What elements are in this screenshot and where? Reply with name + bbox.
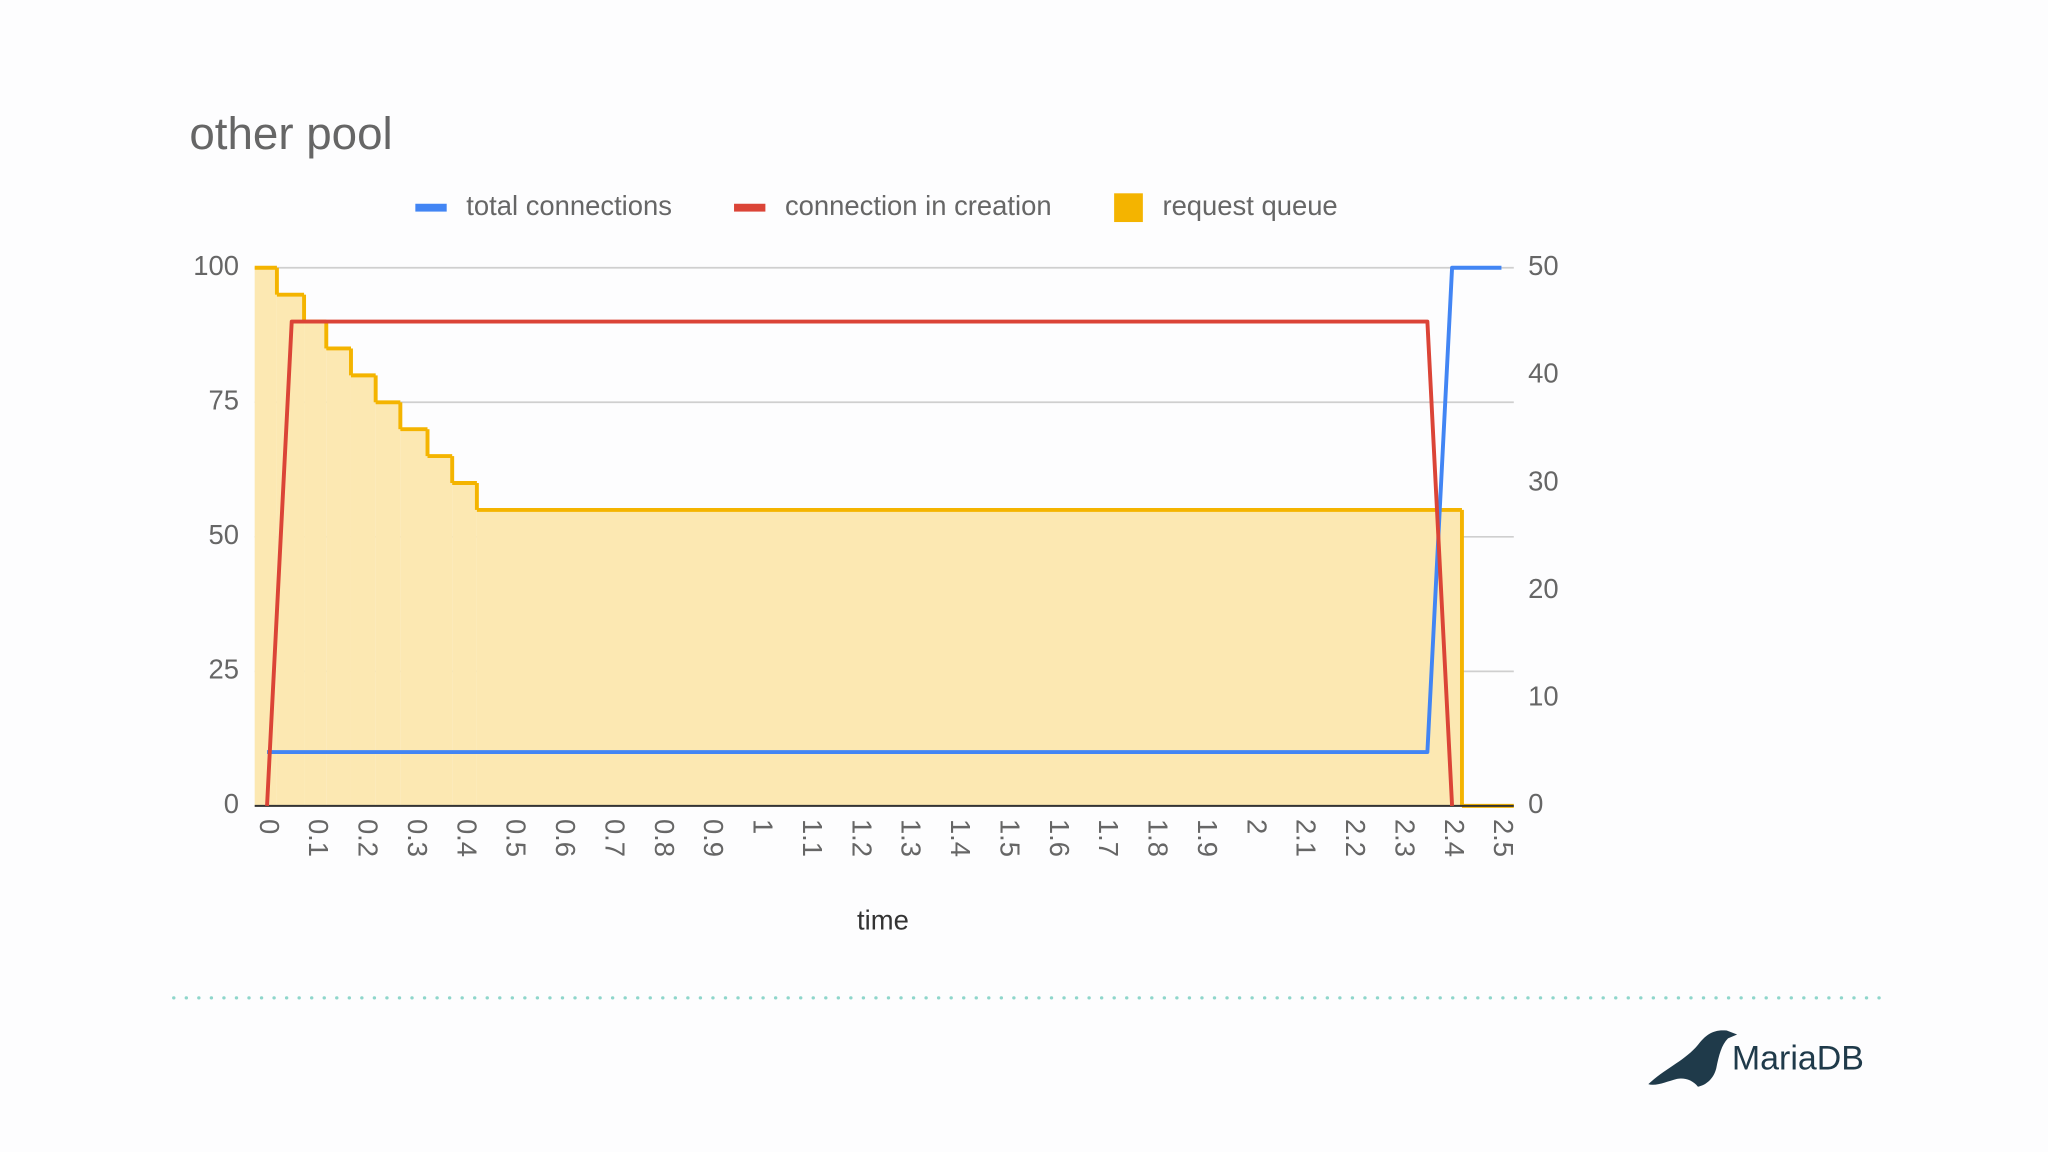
area-step bbox=[350, 375, 376, 806]
legend-label: total connections bbox=[466, 190, 672, 221]
legend-swatch bbox=[1114, 193, 1143, 223]
x-tick-label: 1.4 bbox=[945, 819, 976, 857]
x-tick-label: 1.3 bbox=[896, 819, 927, 857]
x-tick-label: 0.7 bbox=[599, 819, 630, 857]
x-tick-label: 2 bbox=[1241, 819, 1272, 834]
x-tick-label: 1.7 bbox=[1093, 819, 1124, 857]
plot: 0 25 50 75 100 0 10 20 30 40 50 0 0.1 0.2 0.3 0.4 0.5 0.6… bbox=[193, 190, 1558, 857]
area-step bbox=[400, 429, 428, 806]
series-line bbox=[267, 265, 1502, 755]
x-tick-label: 0.6 bbox=[550, 819, 581, 857]
x-tick-label: 0.9 bbox=[698, 819, 729, 857]
x-tick-label: 0.1 bbox=[303, 819, 334, 857]
legend-swatch bbox=[415, 203, 447, 212]
x-tick-label: 1.2 bbox=[846, 819, 877, 857]
y-tick-label: 0 bbox=[224, 788, 239, 819]
area-step bbox=[375, 402, 401, 806]
y2-tick-label: 10 bbox=[1528, 681, 1558, 712]
y2-tick-label: 0 bbox=[1528, 788, 1543, 819]
x-tick-label: 1.9 bbox=[1192, 819, 1223, 857]
y2-tick-label: 40 bbox=[1528, 358, 1558, 389]
x-tick-label: 0.5 bbox=[501, 819, 532, 857]
x-tick-label: 0 bbox=[254, 819, 285, 834]
logo-text: MariaDB bbox=[1732, 1040, 1864, 1078]
x-tick-label: 1 bbox=[748, 819, 779, 834]
x-tick-label: 2.3 bbox=[1389, 819, 1420, 857]
area-step bbox=[452, 483, 477, 806]
area-step bbox=[427, 456, 453, 806]
x-tick-label: 1.5 bbox=[994, 819, 1025, 857]
y2-tick-label: 30 bbox=[1528, 465, 1558, 496]
area-step bbox=[304, 321, 327, 806]
x-tick-label: 0.3 bbox=[402, 819, 433, 857]
area-step bbox=[254, 267, 277, 806]
x-tick-label: 0.8 bbox=[649, 819, 680, 857]
y-tick-label: 25 bbox=[209, 654, 239, 685]
x-tick-label: 2.2 bbox=[1340, 819, 1371, 857]
x-tick-label: 1.1 bbox=[797, 819, 828, 857]
y-tick-label: 100 bbox=[193, 250, 239, 281]
area-step bbox=[326, 348, 351, 806]
y2-tick-label: 50 bbox=[1528, 250, 1558, 281]
x-tick-label: 2.1 bbox=[1291, 819, 1322, 857]
logo-seal bbox=[1648, 1030, 1738, 1087]
series-line bbox=[265, 319, 1455, 806]
x-tick-label: 2.4 bbox=[1439, 819, 1470, 857]
y2-tick-label: 20 bbox=[1528, 573, 1558, 604]
legend-swatch bbox=[734, 203, 766, 212]
area-step bbox=[476, 509, 1462, 806]
chart-title: other pool bbox=[189, 108, 392, 159]
logo: MariaDB bbox=[1648, 1030, 1864, 1087]
x-tick-label: 0.4 bbox=[451, 819, 482, 857]
y-tick-label: 50 bbox=[209, 519, 239, 550]
x-axis-label: time bbox=[857, 904, 909, 935]
legend-label: connection in creation bbox=[785, 190, 1052, 221]
legend-label: request queue bbox=[1162, 190, 1337, 221]
y-tick-label: 75 bbox=[209, 385, 239, 416]
x-tick-label: 1.8 bbox=[1143, 819, 1174, 857]
x-tick-label: 0.2 bbox=[353, 819, 384, 857]
x-tick-label: 2.5 bbox=[1488, 819, 1519, 857]
x-tick-label: 1.6 bbox=[1044, 819, 1075, 857]
